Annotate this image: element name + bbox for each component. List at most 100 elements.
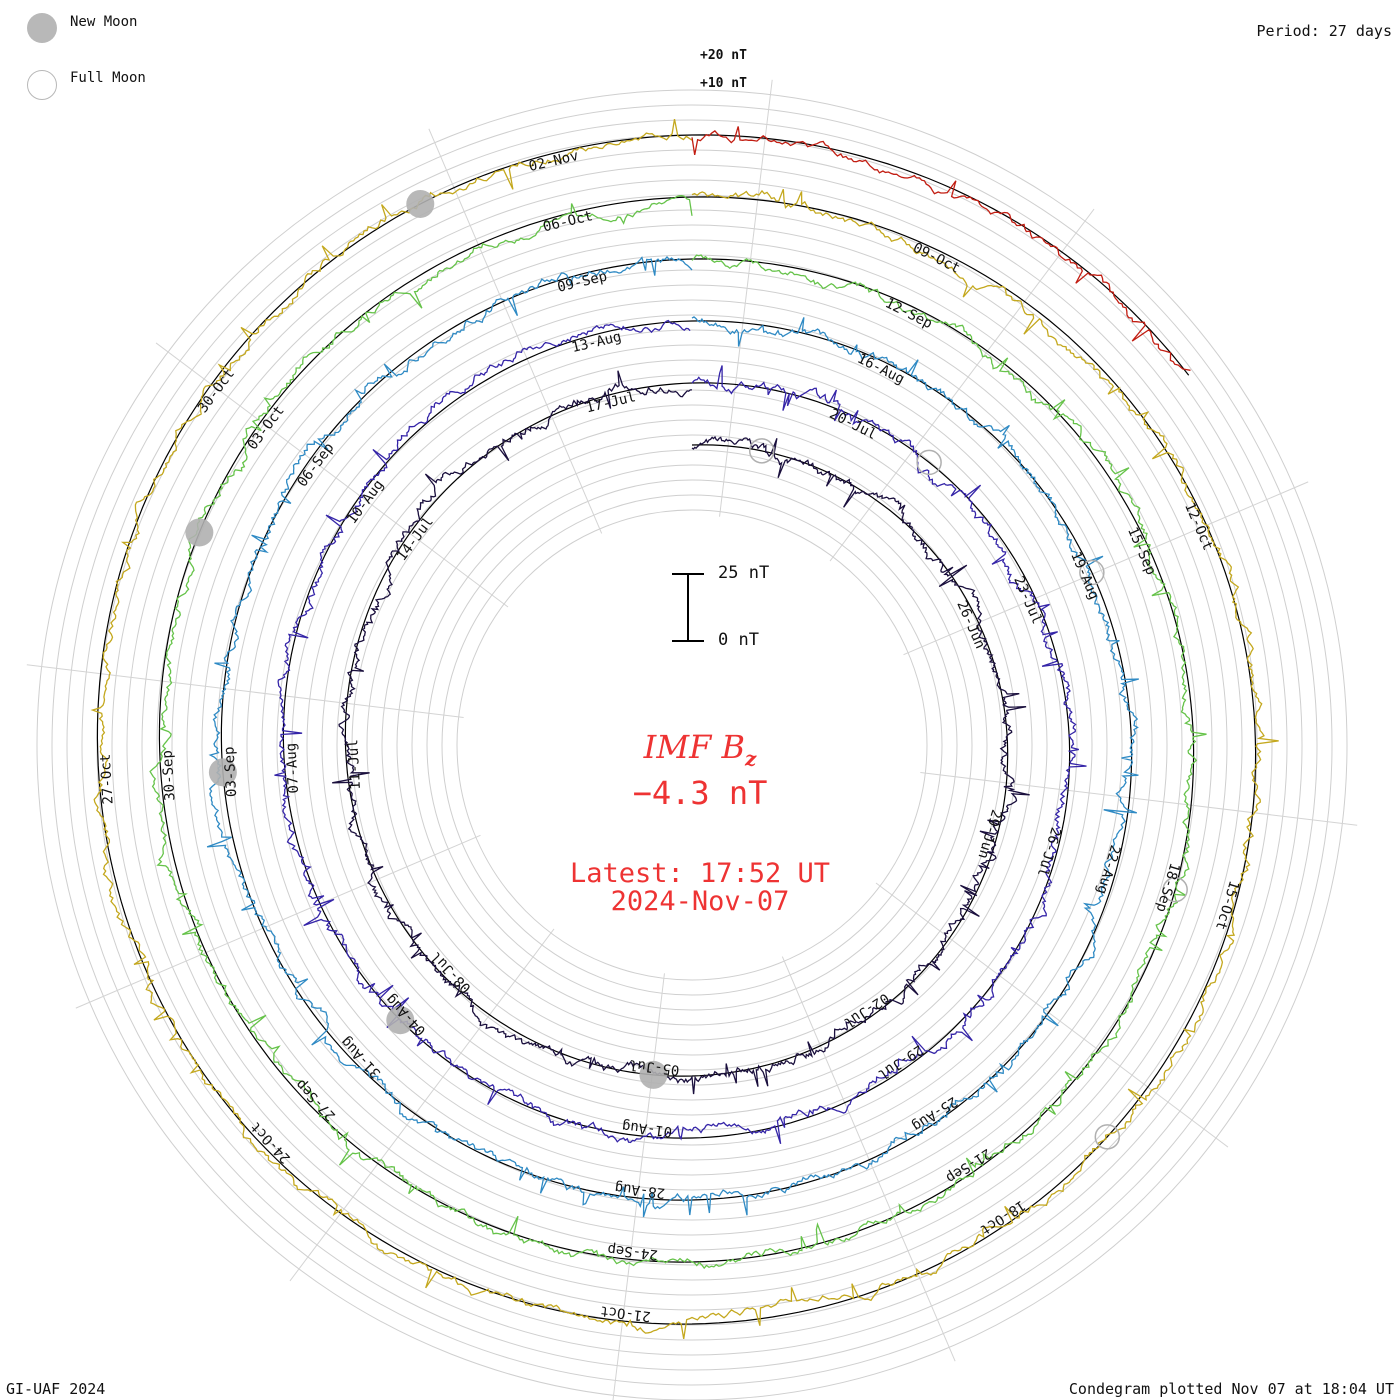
full-moon-marker: [748, 438, 775, 464]
moon-phase-markers: [185, 189, 1188, 1150]
full-moon-marker: [916, 449, 942, 476]
date-label: 02-Nov: [527, 148, 580, 175]
grid-spoke: [612, 973, 665, 1400]
new-moon-icon: [27, 13, 57, 43]
new-moon-marker: [406, 189, 435, 218]
new-moon-marker: [639, 1060, 668, 1089]
grid-ring: [366, 419, 1018, 1071]
bz-traces: [90, 118, 1279, 1340]
new-moon-marker: [185, 518, 214, 547]
grid-spoke: [155, 342, 509, 608]
grid-spoke: [428, 128, 603, 534]
full-moon-icon: [27, 70, 57, 100]
grid-ring: [186, 239, 1198, 1251]
scale-bar-bottom-label: 0 nT: [718, 630, 759, 650]
date-label: 09-Oct: [910, 240, 962, 277]
grid-spoke: [26, 664, 464, 718]
date-label: 06-Sep: [294, 440, 337, 490]
bz-trace-turn-4: [149, 195, 1207, 1270]
legend-new-moon: New Moon: [70, 14, 138, 30]
scale-bar: [687, 573, 689, 641]
date-label: 23-Jul: [1010, 574, 1045, 627]
grid-ring: [441, 494, 943, 996]
date-label: 19-Aug: [1067, 549, 1102, 602]
grid-ring: [36, 89, 1348, 1400]
grid-ring: [66, 119, 1318, 1371]
date-label: 25-Aug: [909, 1093, 960, 1134]
grid-ring: [111, 164, 1273, 1326]
grid-ring: [411, 464, 973, 1026]
grid-ring: [321, 374, 1063, 1116]
new-moon-marker: [386, 1006, 415, 1035]
grid-ring: [51, 104, 1333, 1386]
bz-trace-turn-3: [206, 256, 1139, 1218]
grid-ring: [156, 209, 1228, 1281]
date-label: 12-Oct: [1181, 500, 1216, 553]
latest-time: Latest: 17:52 UT: [569, 858, 831, 889]
date-label: 03-Sep: [221, 746, 240, 797]
date-label: 17-Jul: [584, 389, 637, 416]
scale-bar-bottom-tick: [672, 640, 704, 642]
date-label: 30-Sep: [160, 750, 179, 801]
grid-spoke: [289, 928, 555, 1282]
date-label: 08-Jul: [428, 948, 474, 996]
quantity-title-sub: z: [744, 746, 757, 771]
date-label: 21-Sep: [943, 1145, 994, 1186]
date-label: 21-Oct: [599, 1302, 651, 1324]
grid-rings: [26, 79, 1358, 1400]
grid-spoke: [920, 772, 1358, 826]
latest-date: 2024-Nov-07: [610, 886, 790, 917]
grid-ring: [141, 194, 1243, 1296]
date-label: 30-Oct: [195, 366, 238, 416]
grid-ring: [291, 344, 1093, 1146]
period-label: Period: 27 days: [1256, 22, 1392, 40]
bz-trace-turn-2: [274, 319, 1087, 1145]
grid-ring: [231, 284, 1153, 1206]
grid-ring: [351, 404, 1033, 1086]
grid-ring: [456, 509, 928, 981]
scale-label-10: +10 nT: [700, 76, 747, 91]
full-moon-marker: [1079, 559, 1105, 586]
bz-trace-turn-1: [332, 370, 1030, 1095]
grid-ring: [426, 479, 958, 1011]
date-label: 10-Aug: [344, 477, 387, 527]
grid-spoke: [719, 79, 773, 517]
date-label: 15-Sep: [1124, 525, 1159, 578]
footer-credit: GI-UAF 2024: [6, 1380, 106, 1398]
date-label: 24-Sep: [607, 1241, 659, 1263]
scale-label-20: +20 nT: [700, 48, 747, 63]
grid-ring: [261, 314, 1123, 1176]
zero-baseline-spiral: [96, 134, 1257, 1325]
grid-ring: [396, 449, 988, 1041]
date-label: 16-Aug: [855, 351, 907, 388]
date-label: 24-Oct: [248, 1118, 294, 1166]
quantity-title-main: IMF B: [643, 728, 745, 766]
bz-trace-turn-5: [90, 118, 1279, 1340]
grid-ring: [246, 299, 1138, 1191]
date-label: 01-Aug: [621, 1118, 673, 1140]
grid-ring: [171, 224, 1213, 1266]
date-label: 05-Jul: [628, 1056, 680, 1078]
date-label: 18-Oct: [977, 1197, 1028, 1238]
date-label: 06-Oct: [542, 208, 595, 235]
date-label: 31-Aug: [338, 1033, 384, 1081]
full-moon-marker: [1094, 1124, 1121, 1150]
footer-timestamp: Condegram plotted Nov 07 at 18:04 UT: [1068, 1380, 1394, 1398]
bz-trace-turn-6: [691, 126, 1191, 371]
new-moon-marker: [208, 758, 237, 787]
scale-bar-top-tick: [672, 573, 704, 575]
grid-spoke: [829, 208, 1095, 562]
grid-spoke: [903, 481, 1309, 656]
grid-ring: [201, 254, 1183, 1236]
date-label: 27-Oct: [98, 753, 117, 804]
date-label: 26-Jun: [953, 598, 988, 651]
grid-spoke: [875, 882, 1229, 1148]
grid-spoke: [781, 956, 956, 1362]
date-label: 11-Jul: [345, 739, 364, 790]
legend-full-moon: Full Moon: [70, 70, 146, 86]
grid-ring: [381, 434, 1003, 1056]
date-label: 28-Aug: [614, 1179, 666, 1201]
grid-spoke: [75, 834, 481, 1009]
zero-baseline: [96, 134, 1257, 1325]
